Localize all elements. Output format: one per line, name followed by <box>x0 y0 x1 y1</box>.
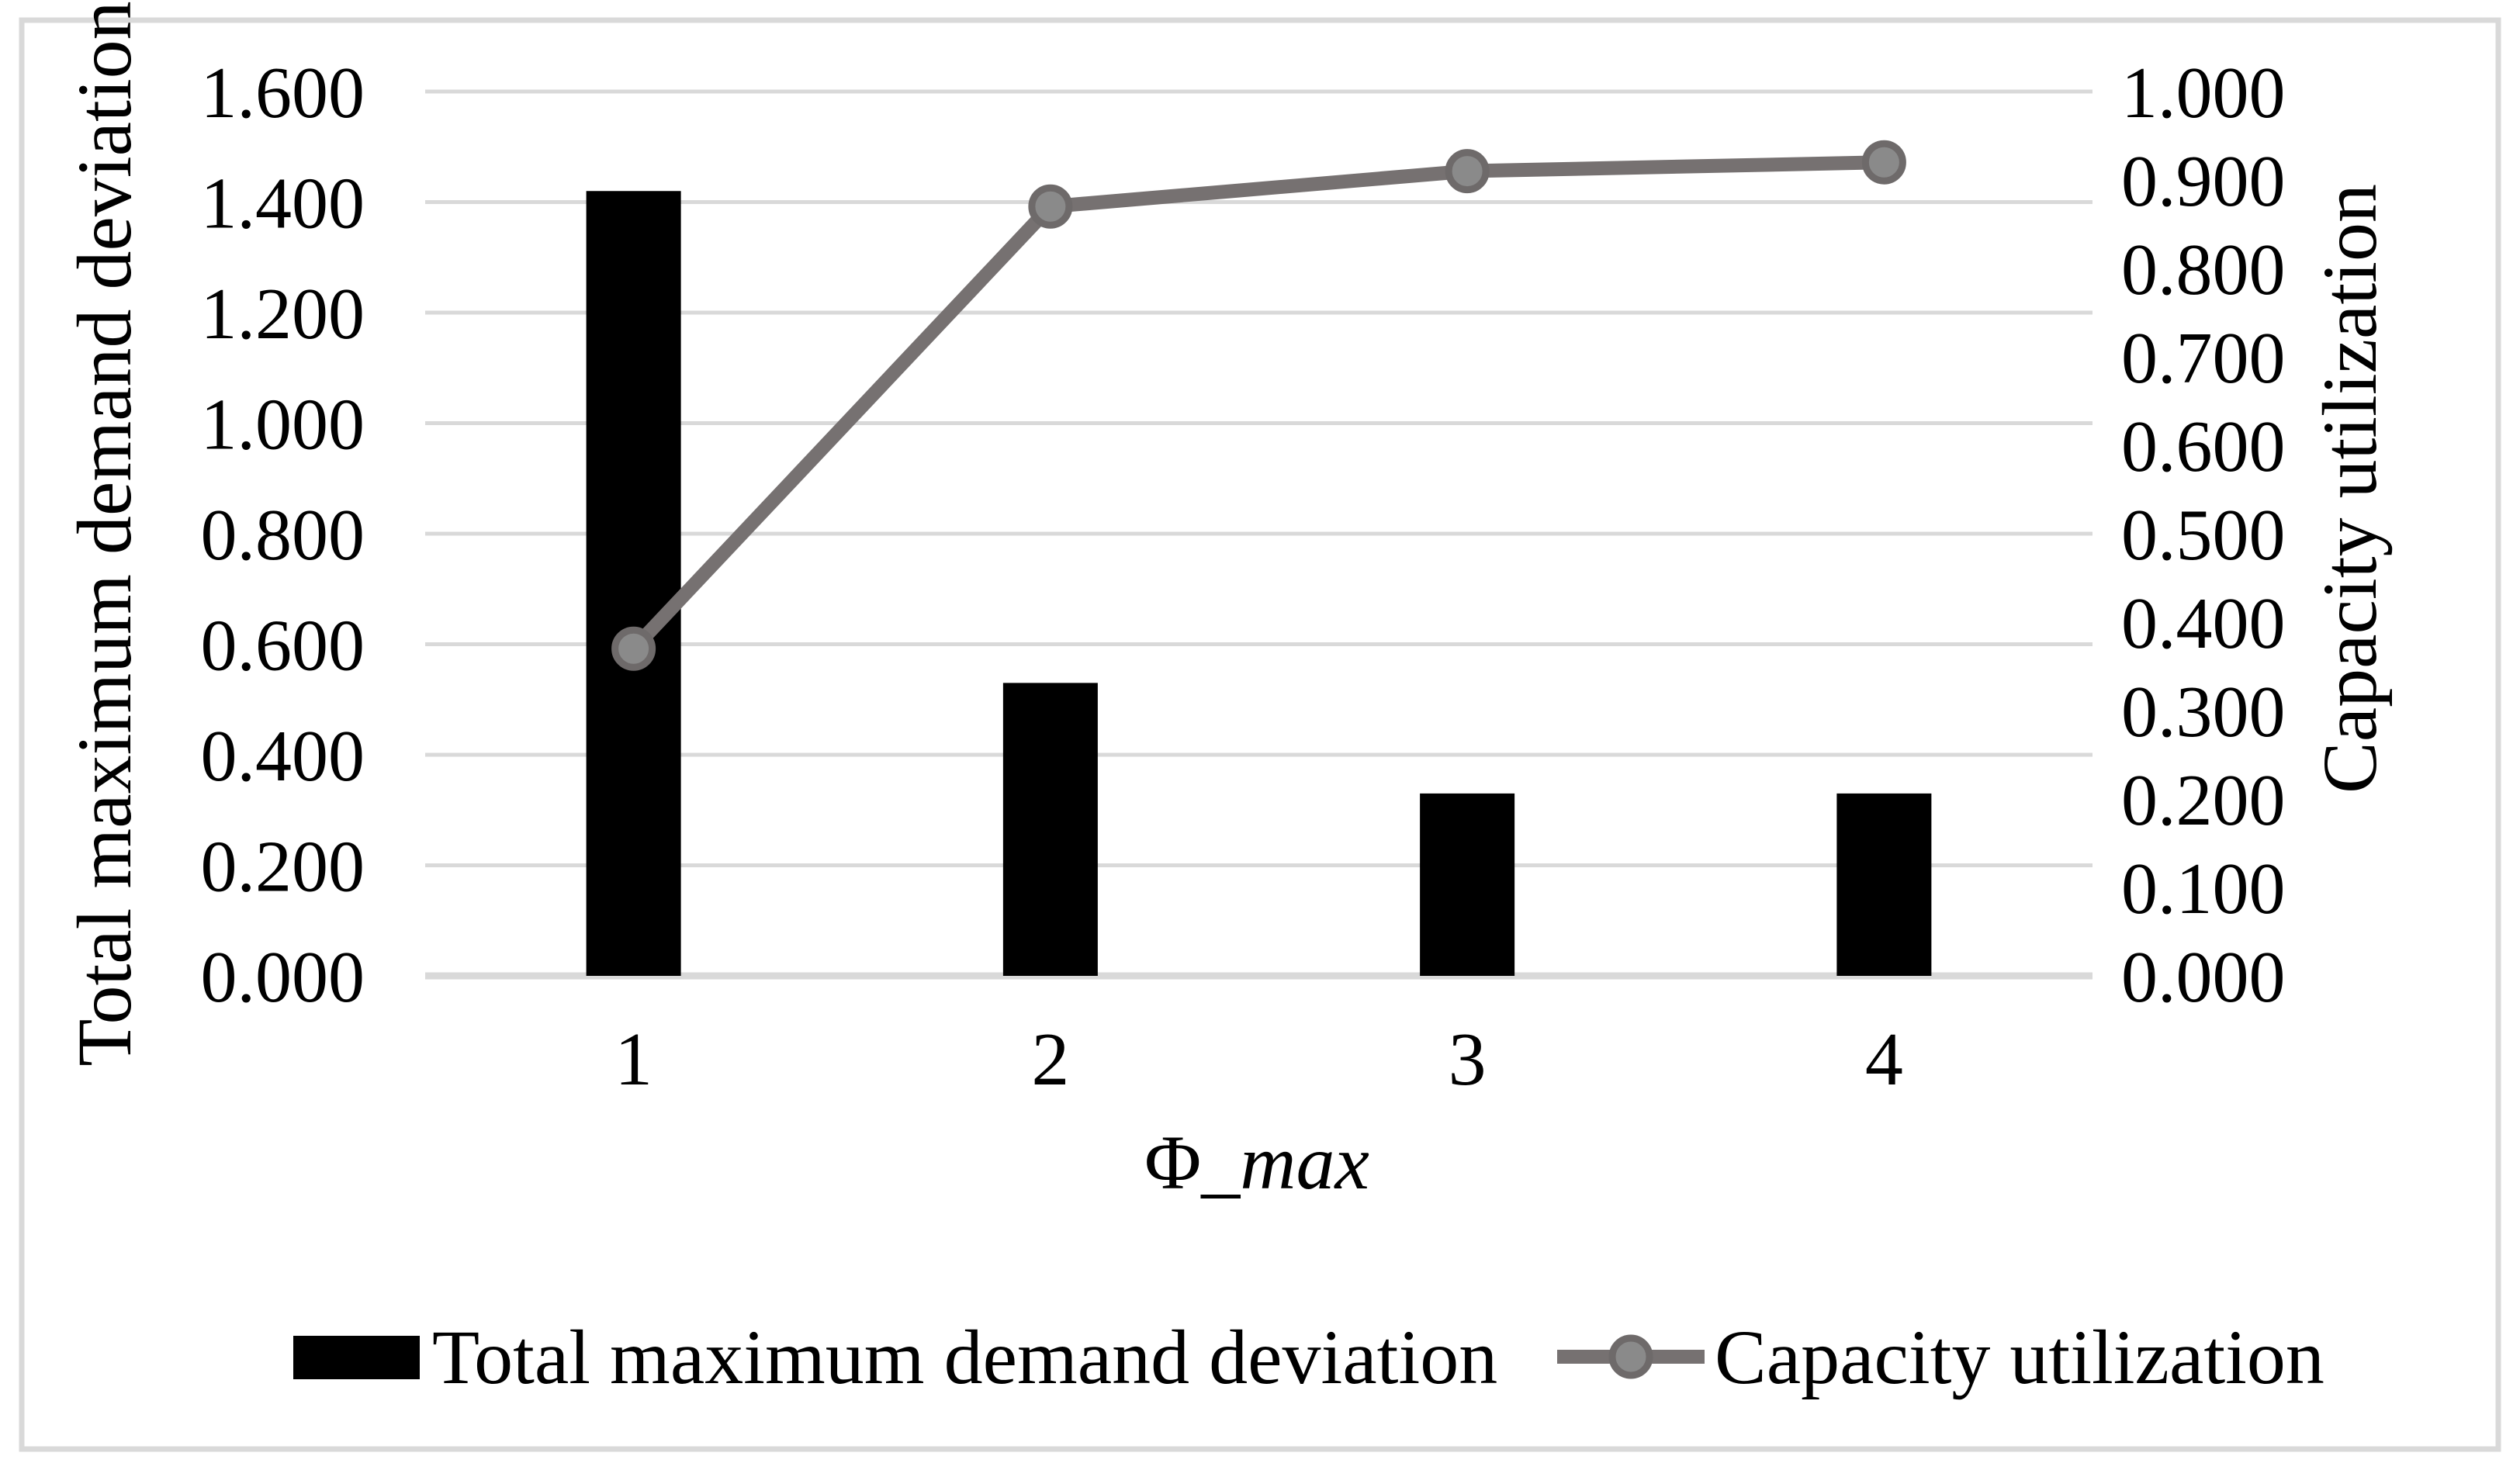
bar <box>1836 793 1932 976</box>
x-axis-title-prefix: Φ_ <box>1144 1119 1241 1205</box>
left-axis-title: Total maximum demand deviation <box>61 1 147 1066</box>
line-point-marker <box>1861 140 1906 185</box>
right-tick-label: 0.500 <box>2121 495 2286 576</box>
line-point-marker <box>1028 184 1073 229</box>
bar <box>1420 793 1515 976</box>
x-axis-title: Φ_max <box>1144 1119 1369 1205</box>
x-tick-label: 1 <box>614 1018 652 1102</box>
right-axis-tick-labels: 1.0000.9000.8000.7000.6000.5000.4000.300… <box>2121 53 2286 1018</box>
legend: Total maximum demand deviation Capacity … <box>293 1314 2324 1400</box>
left-tick-label: 0.600 <box>201 606 365 687</box>
right-tick-label: 0.800 <box>2121 230 2286 310</box>
x-axis-title-variable: max <box>1240 1119 1369 1205</box>
right-tick-label: 0.000 <box>2121 937 2286 1018</box>
x-tick-label: 4 <box>1865 1018 1903 1102</box>
x-axis-tick-labels: 1 2 3 4 <box>614 1018 1903 1102</box>
right-tick-label: 0.400 <box>2121 583 2286 664</box>
left-tick-label: 0.800 <box>201 495 365 576</box>
left-axis-tick-labels: 1.600 1.400 1.200 1.000 0.800 0.600 0.400 0.200… <box>201 53 365 1018</box>
left-tick-label: 1.600 <box>201 53 365 133</box>
left-tick-label: 1.000 <box>201 385 365 465</box>
left-tick-label: 0.200 <box>201 827 365 908</box>
legend-bar-label: Total maximum demand deviation <box>432 1314 1497 1400</box>
right-tick-label: 0.100 <box>2121 849 2286 929</box>
line-point-marker <box>1445 149 1490 194</box>
bar-series <box>586 191 1932 976</box>
left-tick-label: 1.400 <box>201 164 365 244</box>
bar <box>1002 683 1098 976</box>
x-tick-label: 3 <box>1449 1018 1487 1102</box>
x-tick-label: 2 <box>1031 1018 1069 1102</box>
right-tick-label: 0.900 <box>2121 141 2286 222</box>
line-point-marker <box>611 626 656 671</box>
right-tick-label: 0.700 <box>2121 318 2286 399</box>
legend-bar-swatch <box>293 1336 420 1379</box>
right-axis-title: Capacity utilization <box>2307 184 2393 794</box>
capacity-line <box>628 155 1885 654</box>
bar <box>586 191 681 976</box>
right-tick-label: 0.600 <box>2121 406 2286 487</box>
right-tick-label: 0.300 <box>2121 672 2286 752</box>
line-series <box>611 140 1906 671</box>
right-tick-label: 1.000 <box>2121 53 2286 133</box>
right-tick-label: 0.200 <box>2121 760 2286 841</box>
legend-line-label: Capacity utilization <box>1715 1314 2324 1400</box>
left-tick-label: 0.000 <box>201 937 365 1018</box>
chart-border <box>19 17 2501 1452</box>
legend-line-marker-icon <box>1608 1334 1653 1379</box>
left-tick-label: 0.400 <box>201 716 365 797</box>
left-tick-label: 1.200 <box>201 274 365 355</box>
